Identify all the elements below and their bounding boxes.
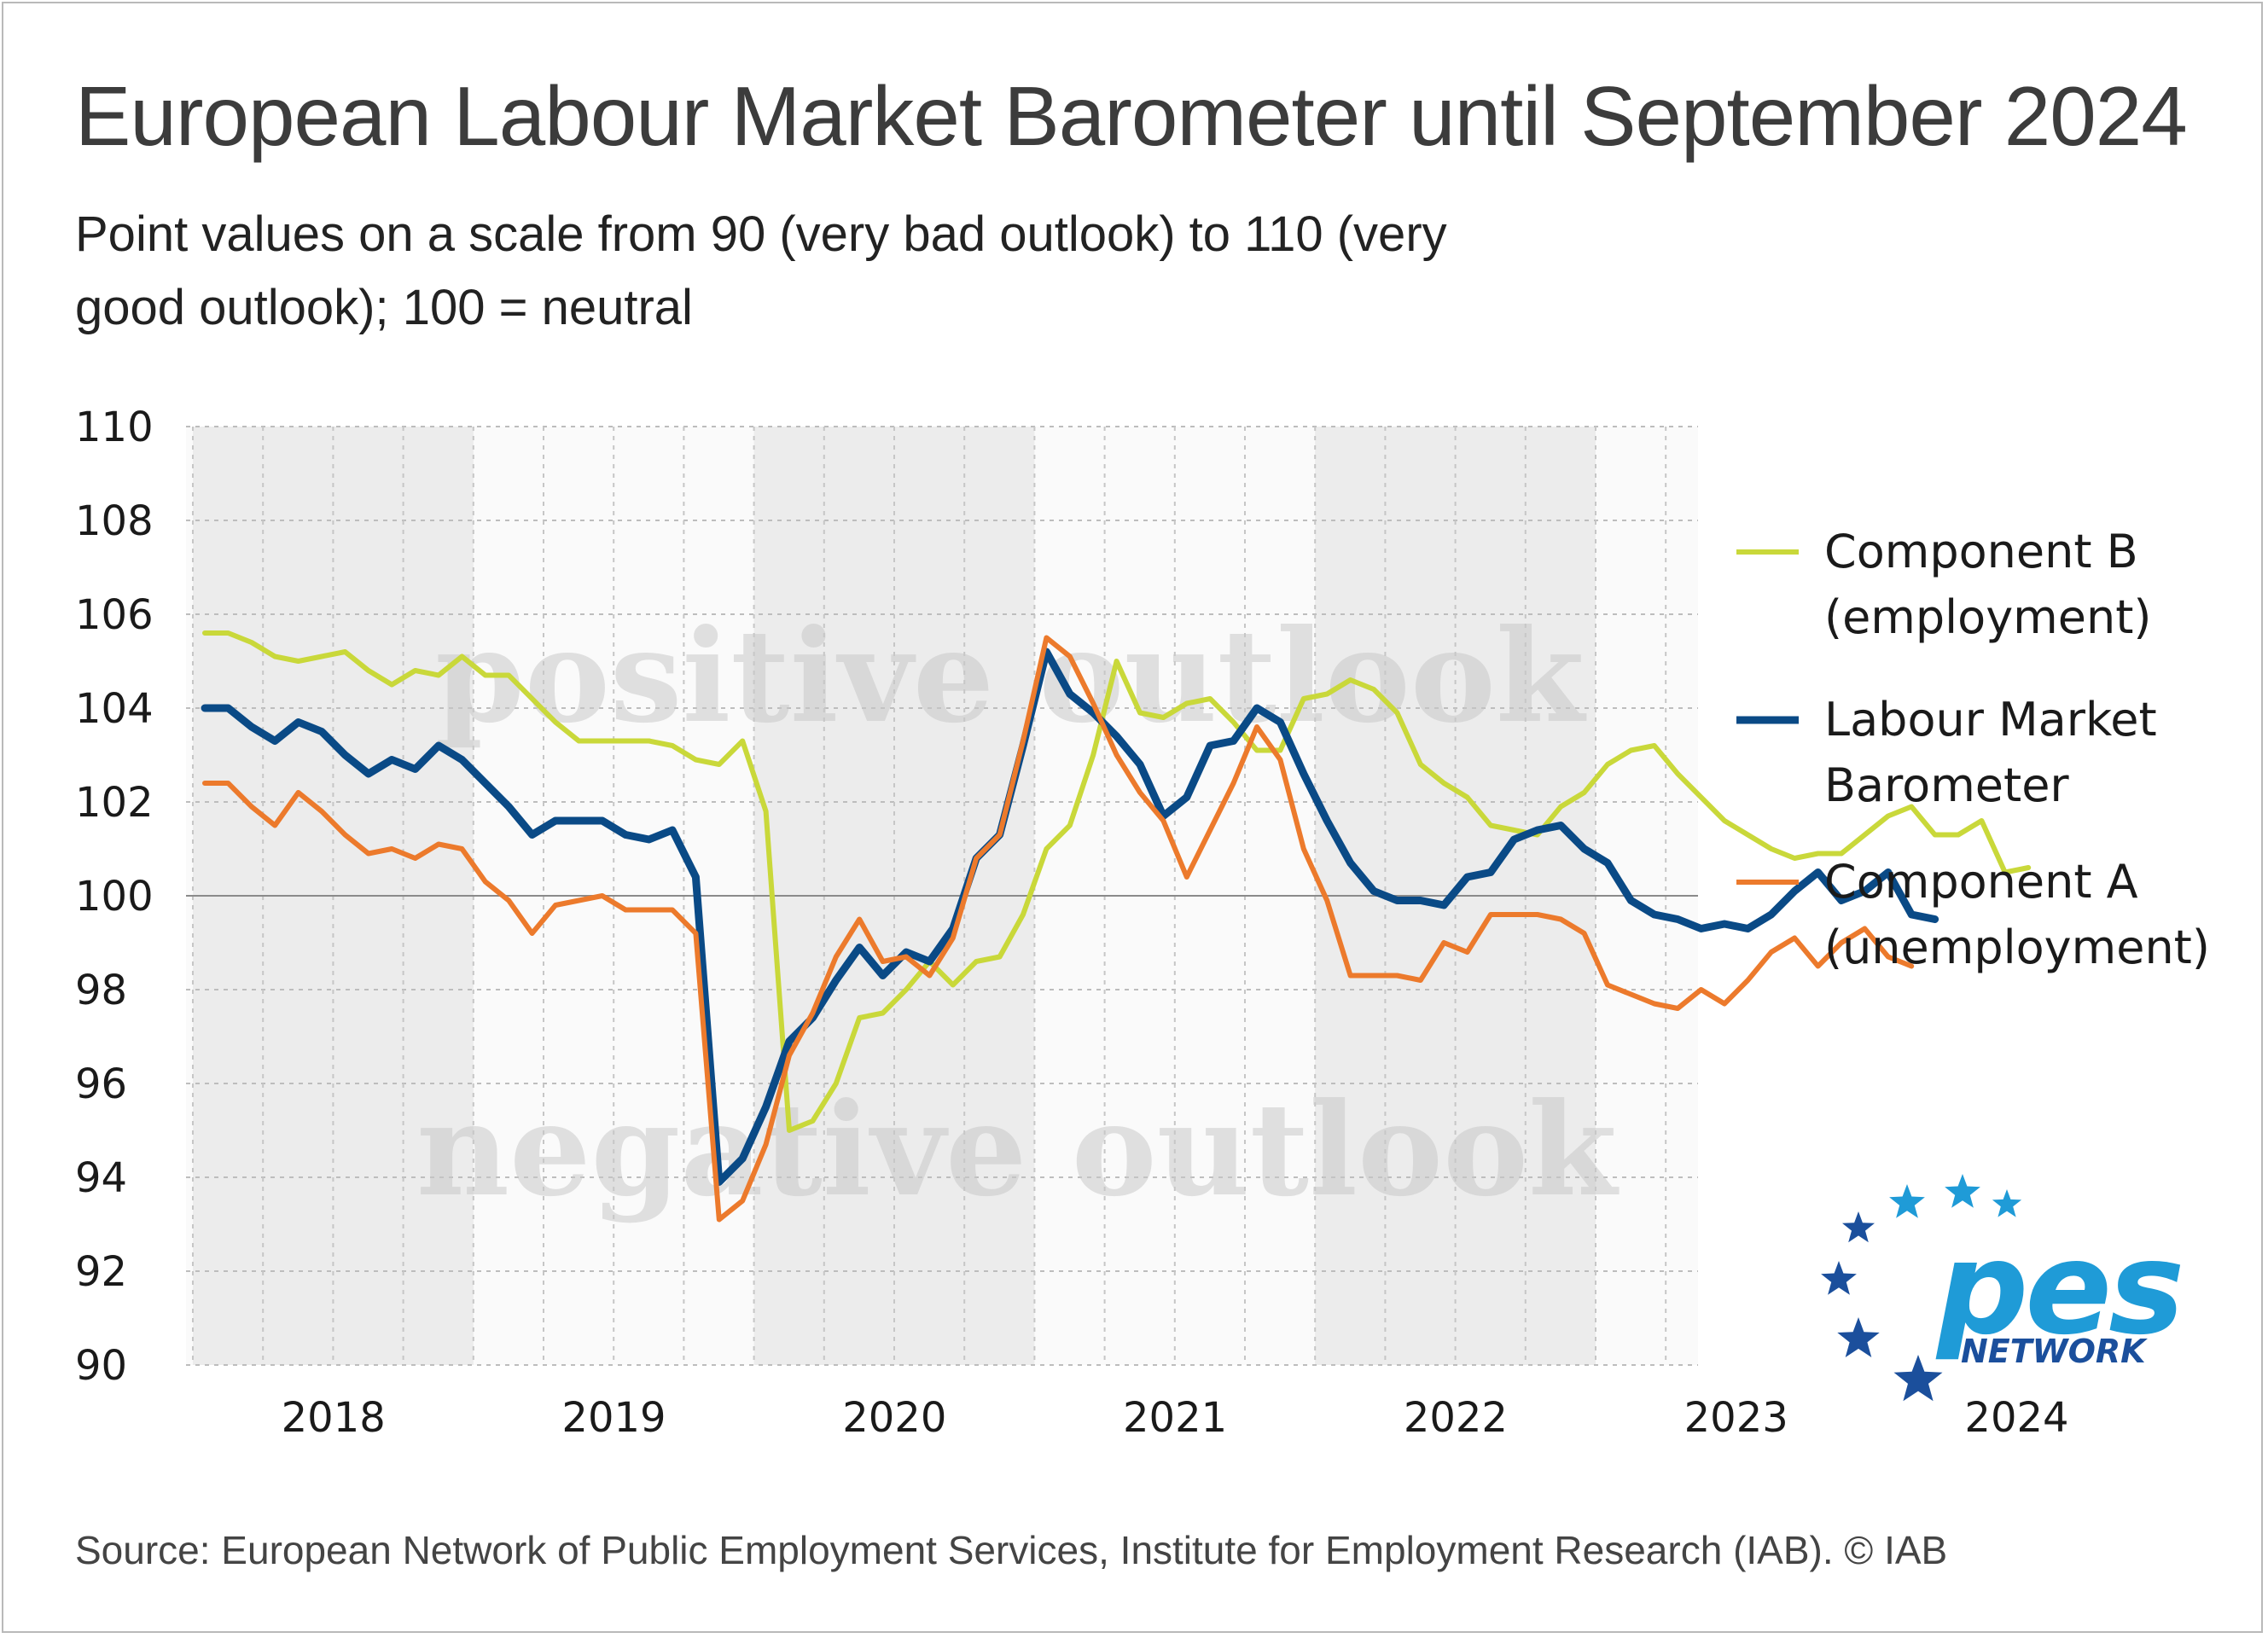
source-note: Source: European Network of Public Emplo…	[75, 1528, 1948, 1572]
x-tick-label: 2018	[282, 1394, 386, 1442]
logo-star	[1837, 1317, 1880, 1357]
y-tick-label: 94	[75, 1154, 127, 1202]
logo-network-label: NETWORK	[1961, 1333, 2148, 1370]
y-tick-label: 104	[75, 685, 154, 733]
chart-subtitle: Point values on a scale from 90 (very ba…	[75, 206, 1447, 335]
y-tick-label: 102	[75, 779, 154, 827]
series-line-1	[201, 648, 1939, 1186]
x-tick-label: 2021	[1123, 1394, 1227, 1442]
y-tick-label: 108	[75, 497, 154, 545]
logo-word: pes	[1935, 1215, 2181, 1363]
x-axis: 2018 2019 2020 2021 2022 2023 2024	[282, 1394, 2069, 1442]
series-line-2	[202, 635, 1915, 1223]
logo-star	[1821, 1261, 1857, 1295]
legend-label: Component A	[1824, 855, 2138, 909]
legend-label: Barometer	[1824, 758, 2069, 812]
legend: Component B (employment) Labour Market Baro…	[1736, 525, 2210, 974]
x-tick-label: 2022	[1404, 1394, 1508, 1442]
y-tick-label: 106	[75, 591, 154, 639]
pes-network-logo: pes NETWORK	[1821, 1174, 2184, 1402]
chart-title: European Labour Market Barometer until S…	[75, 69, 2188, 163]
y-tick-label: 110	[75, 404, 154, 451]
y-tick-label: 90	[75, 1342, 127, 1390]
annotation-positive-outlook: positive outlook	[435, 601, 1587, 752]
star-ring-icon	[1821, 1174, 2022, 1402]
logo-star	[1889, 1184, 1925, 1218]
series-lines	[201, 630, 2032, 1223]
y-tick-label: 100	[75, 873, 154, 921]
logo-star	[1893, 1355, 1943, 1402]
logo-star	[1842, 1211, 1875, 1243]
x-tick-label: 2024	[1964, 1394, 2068, 1442]
y-tick-label: 96	[75, 1060, 127, 1108]
y-tick-label: 98	[75, 967, 127, 1014]
legend-label: (employment)	[1824, 590, 2151, 644]
y-tick-label: 92	[75, 1248, 127, 1296]
logo-star	[1992, 1189, 2022, 1217]
x-tick-label: 2020	[842, 1394, 946, 1442]
x-tick-label: 2023	[1684, 1394, 1788, 1442]
y-axis: 90 92 94 96 98 100 102 104 106 108 110	[75, 404, 154, 1390]
legend-label: (unemployment)	[1824, 921, 2210, 974]
legend-label: Labour Market	[1824, 693, 2157, 746]
logo-star	[1945, 1174, 1980, 1208]
legend-label: Component B	[1824, 525, 2138, 578]
series-line-0	[202, 630, 2032, 1133]
annotation-negative-outlook: negative outlook	[416, 1075, 1620, 1225]
x-tick-label: 2019	[561, 1394, 666, 1442]
